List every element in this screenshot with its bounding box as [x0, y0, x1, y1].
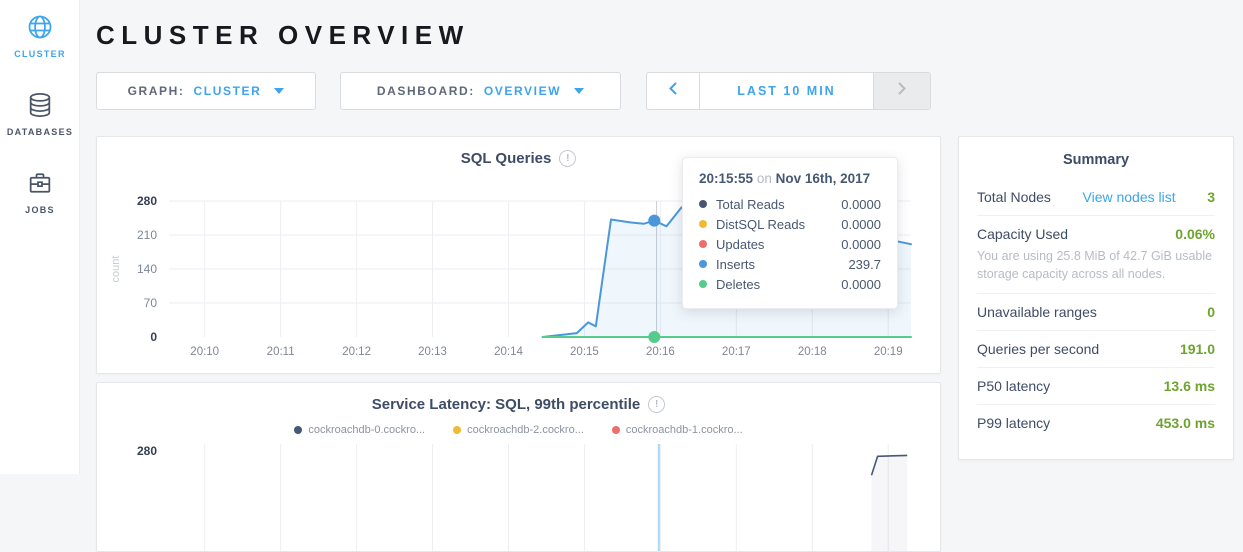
globe-icon	[0, 13, 80, 41]
svg-text:0: 0	[150, 330, 157, 344]
series-dot	[699, 240, 707, 248]
chevron-right-icon	[898, 82, 906, 100]
chart-hover-tooltip: 20:15:55 on Nov 16th, 2017 Total Reads 0.…	[682, 157, 898, 309]
summary-row-capacity: Capacity Used 0.06% You are using 25.8 M…	[977, 216, 1215, 295]
summary-value: 0.06%	[1175, 226, 1215, 242]
svg-text:20:14: 20:14	[494, 346, 523, 358]
svg-text:20:11: 20:11	[267, 346, 295, 358]
svg-text:20:15: 20:15	[570, 346, 599, 358]
tooltip-row: DistSQL Reads 0.0000	[699, 214, 881, 234]
summary-row-p50: P50 latency 13.6 ms	[977, 368, 1215, 406]
summary-label: P50 latency	[977, 378, 1051, 395]
svg-text:20:12: 20:12	[342, 346, 371, 358]
summary-row-qps: Queries per second 191.0	[977, 331, 1215, 369]
summary-value: 453.0 ms	[1155, 415, 1215, 432]
time-range-prev-button[interactable]	[647, 73, 700, 109]
legend-item[interactable]: cockroachdb-1.cockro...	[611, 424, 743, 436]
summary-label: Queries per second	[977, 341, 1100, 358]
summary-row-p99: P99 latency 453.0 ms	[977, 405, 1215, 441]
legend-item[interactable]: cockroachdb-0.cockro...	[294, 424, 425, 436]
chart-title: SQL Queries	[460, 150, 552, 167]
sidebar-item-label: CLUSTER	[14, 49, 66, 59]
svg-text:20:19: 20:19	[874, 346, 903, 358]
capacity-note: You are using 25.8 MiB of 42.7 GiB usabl…	[977, 249, 1213, 282]
svg-text:280: 280	[137, 444, 157, 458]
series-dot	[294, 426, 303, 434]
series-dot	[699, 220, 707, 228]
dashboard-dropdown[interactable]: DASHBOARD: OVERVIEW	[340, 72, 621, 110]
tooltip-row: Updates 0.0000	[699, 234, 881, 254]
view-nodes-list-link[interactable]: View nodes list	[1082, 189, 1176, 205]
series-dot	[699, 200, 707, 208]
tooltip-timestamp: 20:15:55 on Nov 16th, 2017	[699, 171, 871, 186]
svg-text:20:18: 20:18	[798, 346, 827, 358]
series-dot	[699, 260, 707, 268]
service-latency-panel: Service Latency: SQL, 99th percentile ! …	[96, 382, 941, 552]
summary-value: 3	[1207, 189, 1215, 205]
database-icon	[0, 91, 80, 119]
svg-text:20:13: 20:13	[418, 346, 447, 358]
sidebar: CLUSTER DATABASES JOBS	[0, 0, 80, 474]
summary-value: 13.6 ms	[1163, 378, 1215, 395]
legend-item[interactable]: cockroachdb-2.cockro...	[453, 424, 584, 436]
sidebar-item-label: JOBS	[25, 205, 55, 215]
sidebar-item-label: DATABASES	[6, 127, 74, 137]
summary-row-unavailable-ranges: Unavailable ranges 0	[977, 294, 1215, 332]
summary-label: Total Nodes	[977, 189, 1051, 205]
chart-legend: cockroachdb-0.cockro... cockroachdb-2.co…	[97, 424, 940, 436]
sql-queries-panel: SQL Queries ! 20:10 20:11 20:12 20:13 20:14 2…	[96, 136, 941, 374]
graph-dropdown[interactable]: GRAPH: CLUSTER	[96, 72, 316, 110]
chevron-down-icon	[274, 88, 285, 94]
summary-row-total-nodes: Total Nodes View nodes list 3	[977, 179, 1215, 216]
summary-label: P99 latency	[977, 415, 1051, 432]
summary-panel: Summary Total Nodes View nodes list 3 Ca…	[958, 136, 1234, 460]
time-range-selector: LAST 10 MIN	[646, 72, 931, 110]
tooltip-row: Inserts 239.7	[699, 254, 881, 274]
graph-dropdown-value: CLUSTER	[193, 84, 262, 98]
chevron-left-icon	[669, 82, 677, 100]
dashboard-dropdown-value: OVERVIEW	[483, 84, 562, 98]
dashboard-dropdown-label: DASHBOARD:	[376, 84, 475, 98]
sidebar-item-jobs[interactable]: JOBS	[0, 169, 80, 215]
tooltip-row: Deletes 0.0000	[699, 274, 881, 294]
svg-text:20:16: 20:16	[646, 346, 675, 358]
series-dot	[611, 426, 620, 434]
info-icon[interactable]: !	[648, 396, 666, 413]
summary-label: Unavailable ranges	[977, 304, 1097, 321]
briefcase-icon	[0, 169, 80, 197]
time-range-next-button[interactable]	[873, 73, 930, 109]
sidebar-item-cluster[interactable]: CLUSTER	[0, 13, 80, 59]
time-range-label[interactable]: LAST 10 MIN	[737, 84, 836, 98]
page-title: CLUSTER OVERVIEW	[96, 20, 470, 50]
tooltip-row: Total Reads 0.0000	[699, 194, 881, 214]
info-icon[interactable]: !	[559, 150, 577, 167]
summary-value: 0	[1207, 304, 1215, 321]
summary-label: Capacity Used	[977, 226, 1069, 242]
series-dot	[453, 426, 462, 434]
svg-text:count: count	[110, 256, 122, 283]
svg-text:140: 140	[137, 262, 157, 276]
svg-text:210: 210	[137, 228, 157, 242]
summary-title: Summary	[1062, 152, 1130, 168]
summary-value: 191.0	[1179, 341, 1215, 358]
chevron-down-icon	[574, 88, 585, 94]
graph-dropdown-label: GRAPH:	[127, 84, 185, 98]
svg-text:20:17: 20:17	[722, 346, 751, 358]
svg-text:70: 70	[144, 296, 158, 310]
svg-text:20:10: 20:10	[190, 346, 219, 358]
series-dot	[699, 280, 707, 288]
chart-title: Service Latency: SQL, 99th percentile	[371, 396, 641, 413]
svg-text:280: 280	[137, 194, 157, 208]
sidebar-item-databases[interactable]: DATABASES	[0, 91, 80, 137]
